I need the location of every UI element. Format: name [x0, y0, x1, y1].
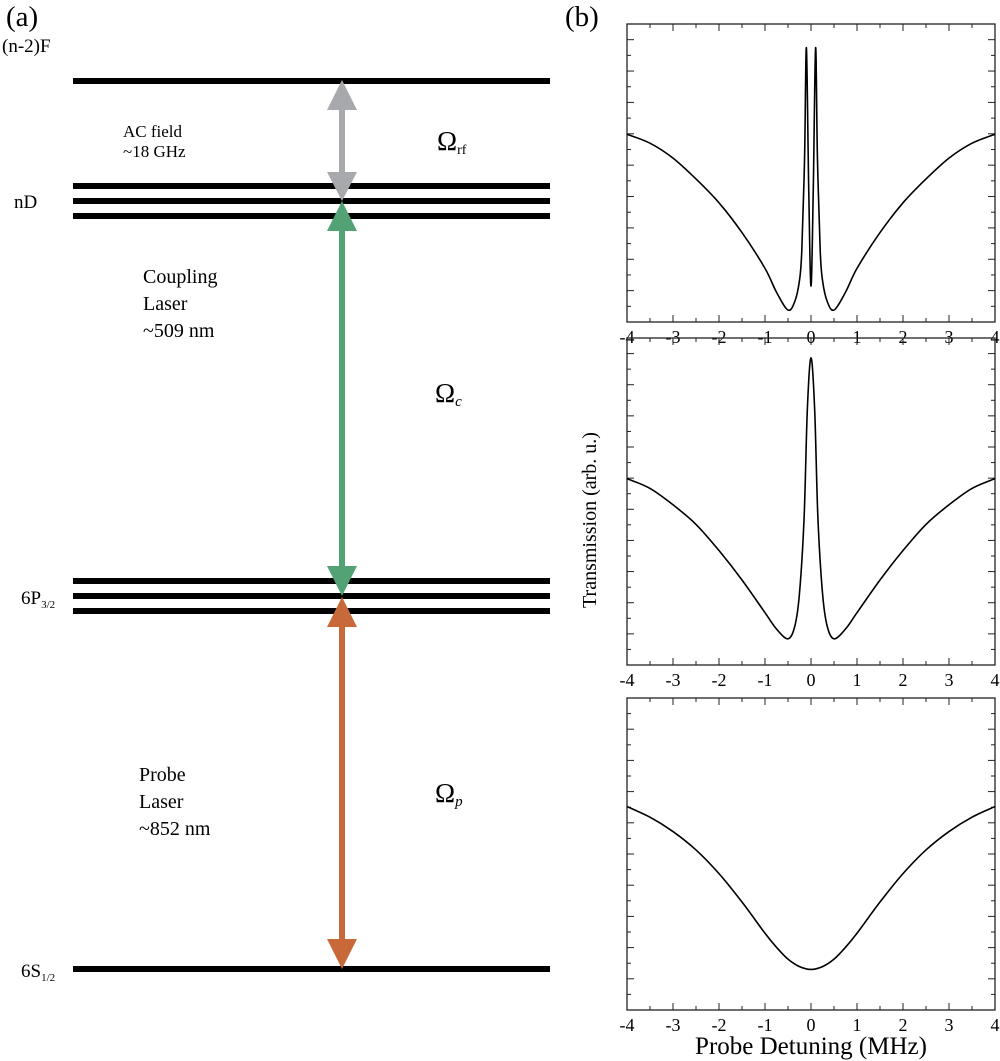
- omega-c-symbol: Ωc: [435, 378, 462, 410]
- level-line-nd-3: [73, 213, 550, 219]
- x-tick-label: -1: [758, 1015, 773, 1035]
- y-axis-label: Transmission (arb. u.): [579, 432, 601, 608]
- rf-arrow: [327, 80, 357, 201]
- level-line-6s: [73, 966, 550, 972]
- x-axis-label: Probe Detuning (MHz): [695, 1033, 927, 1060]
- x-tick-label: -2: [712, 670, 727, 690]
- x-tick-label: 1: [853, 670, 862, 690]
- x-tick-label: 0: [807, 327, 816, 347]
- energy-level-diagram: (a) (n-2)F nD 6P3/2 6S1/2 AC fi: [2, 1, 550, 984]
- level-label-n-2-f: (n-2)F: [2, 36, 51, 57]
- x-tick-label: 0: [807, 670, 816, 690]
- x-tick-label: 2: [899, 327, 908, 347]
- x-tick-label: -4: [620, 327, 635, 347]
- x-tick-label: 1: [853, 327, 862, 347]
- transmission-curve: [626, 47, 996, 312]
- x-tick-label: 3: [945, 670, 954, 690]
- x-tick-label: -4: [620, 670, 635, 690]
- level-line-n-2-f: [73, 78, 550, 84]
- level-label-6s: 6S1/2: [21, 961, 55, 984]
- x-tick-label: -2: [712, 327, 727, 347]
- level-line-6p-3: [73, 608, 550, 614]
- transmission-curve: [626, 805, 996, 971]
- level-line-nd-2: [73, 198, 550, 204]
- level-line-nd-1: [73, 183, 550, 189]
- x-tick-label: 3: [945, 1015, 954, 1035]
- x-tick-label: 4: [991, 327, 1000, 347]
- probe-transition-label: Probe Laser ~852 nm: [139, 764, 211, 840]
- x-tick-label: -4: [620, 1015, 635, 1035]
- level-label-6p: 6P3/2: [21, 588, 55, 611]
- x-tick-label: 1: [853, 1015, 862, 1035]
- x-tick-label: 4: [991, 670, 1000, 690]
- x-tick-label: -1: [758, 670, 773, 690]
- level-label-nd: nD: [14, 192, 37, 213]
- probe-arrow: [327, 597, 357, 969]
- omega-rf-symbol: Ωrf: [437, 126, 467, 158]
- x-tick-label: 0: [807, 1015, 816, 1035]
- x-tick-label: -1: [758, 327, 773, 347]
- plot-panel-2: -4 -3 -2 -1 0 1 2 3 4: [620, 337, 1000, 690]
- transmission-curve: [626, 356, 996, 640]
- panel-a-label: (a): [6, 1, 38, 33]
- omega-p-symbol: Ωp: [435, 778, 463, 810]
- x-tick-label: -3: [666, 327, 681, 347]
- x-tick-label: -3: [666, 1015, 681, 1035]
- plot-panel-1: -4 -3 -2 -1 0 1 2 3 4: [620, 23, 1000, 347]
- plot-frame: [626, 337, 996, 666]
- coupling-arrow: [327, 201, 357, 596]
- rf-transition-label: AC field ~18 GHz: [123, 122, 186, 161]
- x-tick-label: 2: [899, 670, 908, 690]
- level-line-6p-1: [73, 578, 550, 584]
- level-line-6p-2: [73, 593, 550, 599]
- x-tick-label: -3: [666, 670, 681, 690]
- x-tick-label: 4: [991, 1015, 1000, 1035]
- coupling-transition-label: Coupling Laser ~509 nm: [143, 266, 222, 342]
- panel-b-label: (b): [565, 1, 599, 33]
- plot-frame: [626, 697, 996, 1011]
- x-tick-label: 2: [899, 1015, 908, 1035]
- x-tick-label: 3: [945, 327, 954, 347]
- x-tick-label: -2: [712, 1015, 727, 1035]
- plot-panel-3: -4 -3 -2 -1 0 1 2 3 4: [620, 697, 1000, 1035]
- transmission-plots: (b) Transmission (arb. u.) Probe Detunin…: [565, 1, 1000, 1060]
